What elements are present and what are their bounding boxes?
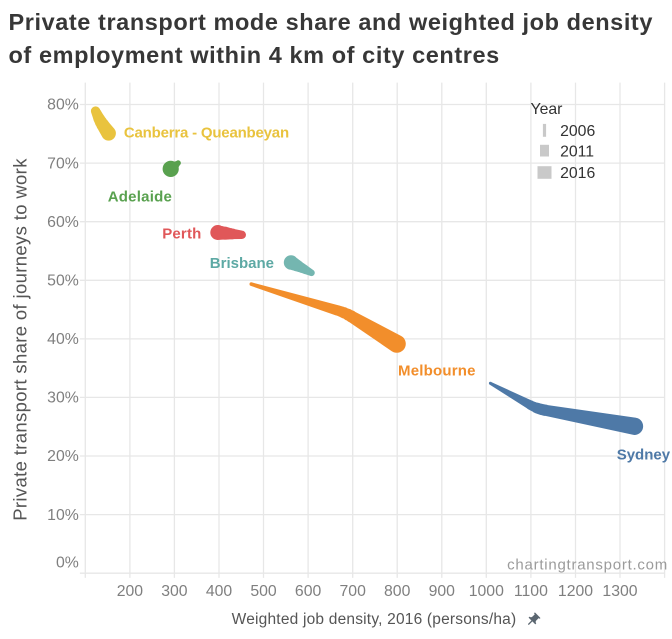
- svg-text:20%: 20%: [47, 448, 79, 465]
- svg-text:Private transport mode share a: Private transport mode share and weighte…: [9, 9, 653, 35]
- svg-text:70%: 70%: [47, 155, 79, 172]
- svg-text:Melbourne: Melbourne: [398, 363, 476, 380]
- svg-text:60%: 60%: [47, 214, 79, 231]
- svg-text:1300: 1300: [602, 583, 637, 600]
- svg-text:200: 200: [117, 583, 144, 600]
- svg-text:Year: Year: [531, 101, 563, 118]
- svg-text:Weighted job density, 2016 (pe: Weighted job density, 2016 (persons/ha): [232, 611, 517, 628]
- svg-text:0%: 0%: [56, 555, 79, 572]
- svg-text:of employment within 4 km of c: of employment within 4 km of city centre…: [9, 42, 500, 68]
- svg-text:30%: 30%: [47, 390, 79, 407]
- svg-text:Sydney: Sydney: [617, 446, 671, 463]
- svg-text:800: 800: [384, 583, 411, 600]
- svg-text:50%: 50%: [47, 273, 79, 290]
- svg-text:1200: 1200: [558, 583, 593, 600]
- svg-text:400: 400: [206, 583, 233, 600]
- svg-text:Canberra - Queanbeyan: Canberra - Queanbeyan: [124, 125, 289, 142]
- svg-text:2016: 2016: [560, 165, 595, 182]
- svg-text:300: 300: [161, 583, 188, 600]
- svg-text:Adelaide: Adelaide: [108, 189, 172, 206]
- svg-text:Perth: Perth: [162, 226, 201, 243]
- svg-text:500: 500: [250, 583, 277, 600]
- svg-text:2011: 2011: [560, 143, 594, 160]
- svg-text:40%: 40%: [47, 331, 79, 348]
- svg-text:Brisbane: Brisbane: [210, 255, 274, 272]
- svg-text:1100: 1100: [514, 583, 548, 600]
- svg-text:700: 700: [340, 583, 367, 600]
- svg-text:chartingtransport.com: chartingtransport.com: [507, 557, 668, 574]
- svg-text:80%: 80%: [47, 97, 79, 114]
- svg-text:600: 600: [295, 583, 322, 600]
- svg-text:10%: 10%: [47, 507, 79, 524]
- svg-text:Private transport share of jou: Private transport share of journeys to w…: [10, 158, 31, 521]
- svg-text:1000: 1000: [469, 583, 504, 600]
- svg-text:900: 900: [429, 583, 456, 600]
- svg-text:2006: 2006: [560, 123, 595, 140]
